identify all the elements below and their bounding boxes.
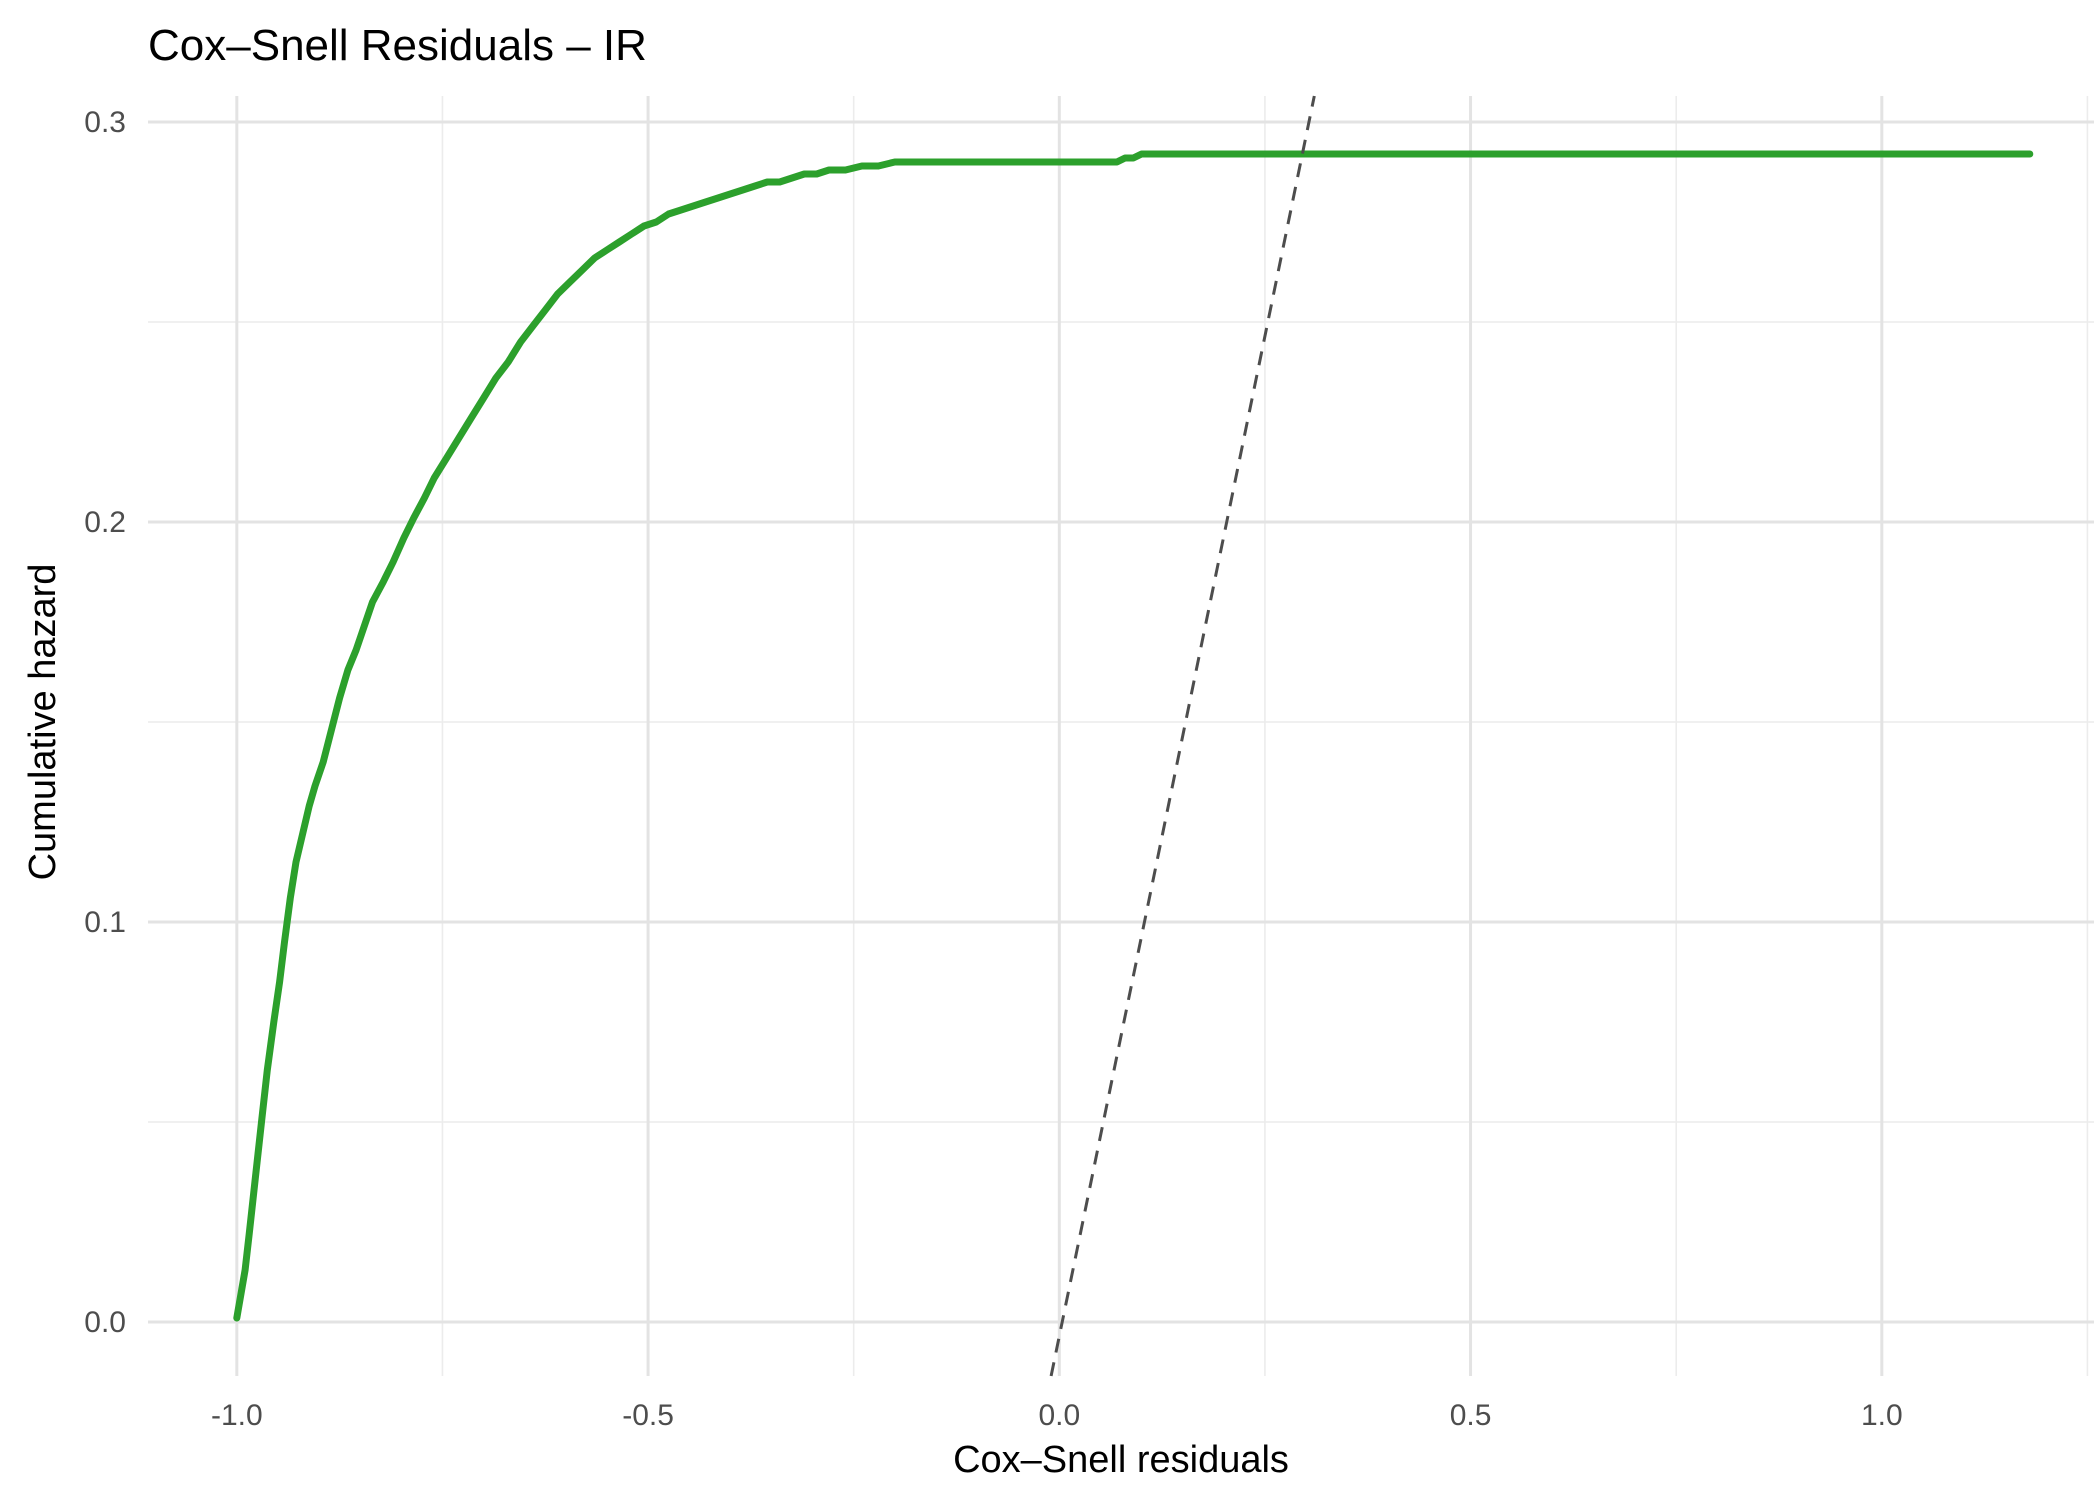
x-tick-label: -1.0	[211, 1399, 263, 1432]
y-tick-label: 0.3	[84, 106, 126, 139]
y-tick-label: 0.2	[84, 506, 126, 539]
x-axis-title: Cox–Snell residuals	[953, 1439, 1289, 1481]
series-group	[233, 95, 2034, 1377]
chart-title: Cox–Snell Residuals – IR	[148, 21, 647, 70]
y-tick-label: 0.0	[84, 1306, 126, 1339]
tick-labels: -1.0 -0.5 0.0 0.5 1.0 0.0 0.1 0.2 0.3	[84, 106, 1902, 1432]
x-tick-label: -0.5	[622, 1399, 674, 1432]
cumulative-hazard-line	[233, 150, 2034, 1322]
y-tick-label: 0.1	[84, 906, 126, 939]
x-tick-label: 0.5	[1450, 1399, 1492, 1432]
y-axis-title: Cumulative hazard	[22, 564, 64, 881]
reference-line-dashed	[1049, 95, 1316, 1377]
x-tick-label: 0.0	[1038, 1399, 1080, 1432]
x-tick-label: 1.0	[1861, 1399, 1903, 1432]
grid	[148, 96, 2094, 1376]
